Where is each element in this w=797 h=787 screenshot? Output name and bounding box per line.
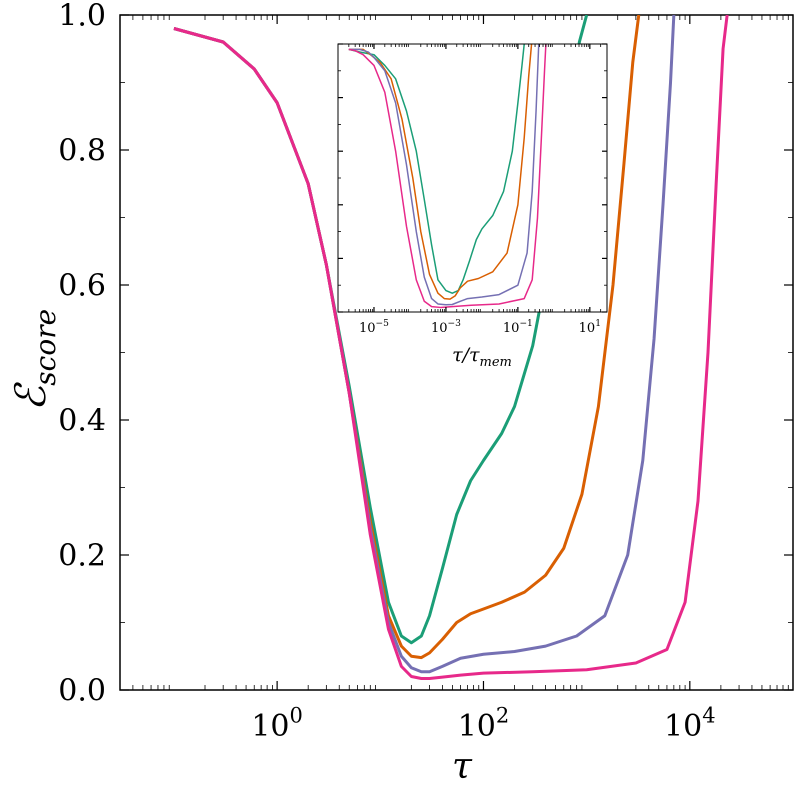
main-y-axis-label-sub: score [29, 309, 62, 386]
inset-x-tick-label-4: 101 [579, 319, 601, 336]
inset-x-tick-label-mantissa: 10 [359, 321, 376, 336]
inset-x-axis-label-sub: mem [480, 355, 512, 370]
main-x-tick-label-exponent: 0 [290, 704, 303, 728]
main-y-tick-label-1: 0.0 [58, 674, 106, 709]
inset-x-axis-label: τ/τmem [452, 344, 512, 370]
inset-series-line-1 [348, 44, 525, 294]
main-x-tick-label-mantissa: 10 [251, 709, 289, 744]
inset-x-tick-label-mantissa: 10 [579, 321, 596, 336]
inset-x-tick-label-3: 10−1 [503, 319, 533, 336]
inset-x-tick-label-2: 10−3 [431, 319, 461, 336]
main-y-axis-label-main: ℰ [6, 381, 55, 411]
main-x-tick-label-3: 104 [664, 704, 716, 745]
main-y-tick-label-6: 1.0 [58, 0, 106, 34]
inset-x-axis-label-main: τ/τ [452, 344, 480, 366]
inset-series-line-2 [348, 44, 533, 300]
inset-x-tick-label-exponent: −3 [447, 319, 461, 329]
inset-series-line-4 [348, 44, 547, 309]
inset-plot: 10−5 10−3 10−1 101 τ/τmem [337, 43, 608, 370]
main-x-tick-label-exponent: 2 [496, 704, 509, 728]
main-y-axis-label: ℰscore [6, 309, 62, 411]
inset-series [348, 44, 547, 309]
main-x-tick-label-1: 100 [251, 704, 303, 745]
main-y-tick-label-2: 0.2 [58, 539, 106, 574]
inset-x-tick-label-mantissa: 10 [503, 321, 520, 336]
inset-x-tick-label-1: 10−5 [359, 319, 389, 336]
inset-x-tick-label-exponent: 1 [595, 319, 601, 329]
main-x-tick-label-mantissa: 10 [664, 709, 702, 744]
main-x-axis-label: τ [452, 746, 473, 787]
inset-plot-background [338, 44, 607, 312]
main-y-tick-label-5: 0.8 [58, 134, 106, 169]
inset-x-tick-label-mantissa: 10 [431, 321, 448, 336]
inset-ticks: 10−5 10−3 10−1 101 [338, 43, 607, 336]
inset-x-tick-label-exponent: −1 [519, 319, 532, 329]
main-series-line-4 [173, 15, 729, 681]
inset-x-tick-label-exponent: −5 [376, 319, 390, 329]
main-y-tick-label-3: 0.4 [58, 404, 106, 439]
main-x-tick-label-exponent: 4 [702, 704, 715, 728]
inset-series-line-3 [348, 44, 540, 306]
main-x-tick-label-2: 102 [458, 704, 510, 745]
main-y-tick-label-4: 0.6 [58, 269, 106, 304]
main-x-tick-label-mantissa: 10 [458, 709, 496, 744]
